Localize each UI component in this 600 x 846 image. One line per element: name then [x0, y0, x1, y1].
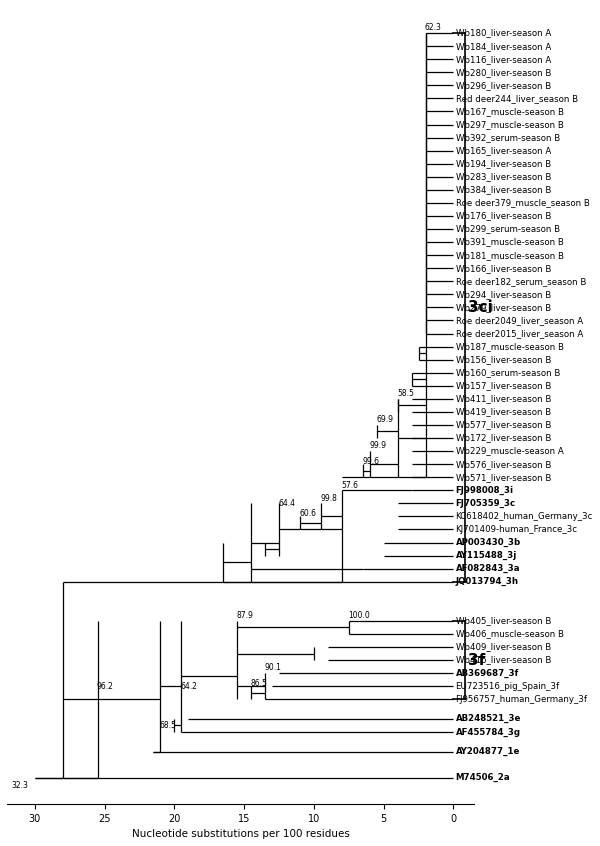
Text: Wb180_liver-season A: Wb180_liver-season A	[455, 29, 551, 37]
Text: Wb384_liver-season B: Wb384_liver-season B	[455, 185, 551, 195]
Text: Red deer244_liver_season B: Red deer244_liver_season B	[455, 94, 578, 103]
Text: Wb280_liver-season B: Wb280_liver-season B	[455, 68, 551, 77]
Text: AB369687_3f: AB369687_3f	[455, 668, 519, 678]
Text: AY204877_1e: AY204877_1e	[455, 747, 520, 756]
Text: Wb283_liver-season B: Wb283_liver-season B	[455, 173, 551, 181]
Text: 62.3: 62.3	[425, 24, 442, 32]
Text: AY115488_3j: AY115488_3j	[455, 551, 517, 560]
Text: Wb576_liver-season B: Wb576_liver-season B	[455, 459, 551, 469]
Text: Wb181_muscle-season B: Wb181_muscle-season B	[455, 250, 563, 260]
Text: AB248521_3e: AB248521_3e	[455, 714, 521, 723]
Text: 60.6: 60.6	[299, 509, 316, 519]
Text: KC618402_human_Germany_3c: KC618402_human_Germany_3c	[455, 512, 593, 521]
Text: 32.3: 32.3	[11, 781, 28, 790]
Text: Roe deer379_muscle_season B: Roe deer379_muscle_season B	[455, 199, 589, 207]
Text: Wb172_liver-season B: Wb172_liver-season B	[455, 433, 551, 442]
Text: FJ956757_human_Germany_3f: FJ956757_human_Germany_3f	[455, 695, 587, 704]
Text: Wb416_liver-season B: Wb416_liver-season B	[455, 656, 551, 665]
Text: 3f: 3f	[468, 652, 485, 667]
Text: Wb194_liver-season B: Wb194_liver-season B	[455, 159, 551, 168]
Text: AF082843_3a: AF082843_3a	[455, 564, 520, 574]
Text: 64.4: 64.4	[278, 499, 295, 508]
Text: Wb297_muscle-season B: Wb297_muscle-season B	[455, 120, 563, 129]
Text: Wb577_liver-season B: Wb577_liver-season B	[455, 420, 551, 430]
Text: 99.6: 99.6	[362, 457, 379, 466]
X-axis label: Nucleotide substitutions per 100 residues: Nucleotide substitutions per 100 residue…	[132, 829, 350, 839]
Text: Wb391_muscle-season B: Wb391_muscle-season B	[455, 238, 563, 246]
Text: Wb187_muscle-season B: Wb187_muscle-season B	[455, 342, 563, 351]
Text: Wb296_liver-season B: Wb296_liver-season B	[455, 81, 551, 90]
Text: M74506_2a: M74506_2a	[455, 773, 510, 783]
Text: Roe deer2015_liver_season A: Roe deer2015_liver_season A	[455, 329, 583, 338]
Text: Wb167_muscle-season B: Wb167_muscle-season B	[455, 107, 563, 116]
Text: EU723516_pig_Spain_3f: EU723516_pig_Spain_3f	[455, 682, 560, 690]
Text: Wb406_muscle-season B: Wb406_muscle-season B	[455, 629, 563, 639]
Text: 90.1: 90.1	[265, 663, 281, 673]
Text: JQ013794_3h: JQ013794_3h	[455, 577, 518, 586]
Text: Wb166_liver-season B: Wb166_liver-season B	[455, 264, 551, 272]
Text: Wb157_liver-season B: Wb157_liver-season B	[455, 382, 551, 390]
Text: Wb184_liver-season A: Wb184_liver-season A	[455, 41, 551, 51]
Text: 87.9: 87.9	[236, 611, 253, 620]
Text: FJ998008_3i: FJ998008_3i	[455, 486, 514, 495]
Text: FJ705359_3c: FJ705359_3c	[455, 499, 516, 508]
Text: 3ci: 3ci	[468, 299, 493, 315]
Text: AF455784_3g: AF455784_3g	[455, 728, 521, 737]
Text: 58.5: 58.5	[397, 389, 414, 398]
Text: Wb411_liver-season B: Wb411_liver-season B	[455, 394, 551, 404]
Text: 86.5: 86.5	[250, 679, 268, 688]
Text: 96.2: 96.2	[97, 682, 114, 690]
Text: 68.5: 68.5	[160, 721, 176, 730]
Text: Wb571_liver-season B: Wb571_liver-season B	[455, 473, 551, 481]
Text: Roe deer182_serum_season B: Roe deer182_serum_season B	[455, 277, 586, 286]
Text: 57.6: 57.6	[341, 481, 358, 490]
Text: Wb294_liver-season B: Wb294_liver-season B	[455, 290, 551, 299]
Text: Roe deer2049_liver_season A: Roe deer2049_liver_season A	[455, 316, 583, 325]
Text: 69.9: 69.9	[376, 415, 393, 424]
Text: KJ701409-human_France_3c: KJ701409-human_France_3c	[455, 525, 578, 534]
Text: Wb279_liver-season B: Wb279_liver-season B	[455, 303, 551, 312]
Text: Wb299_serum-season B: Wb299_serum-season B	[455, 224, 560, 233]
Text: AP003430_3b: AP003430_3b	[455, 538, 521, 547]
Text: Wb229_muscle-season A: Wb229_muscle-season A	[455, 447, 563, 456]
Text: 100.0: 100.0	[348, 611, 370, 620]
Text: Wb409_liver-season B: Wb409_liver-season B	[455, 642, 551, 651]
Text: 99.8: 99.8	[320, 493, 337, 503]
Text: Wb392_serum-season B: Wb392_serum-season B	[455, 133, 560, 142]
Text: Wb176_liver-season B: Wb176_liver-season B	[455, 212, 551, 221]
Text: Wb116_liver-season A: Wb116_liver-season A	[455, 55, 551, 63]
Text: 64.2: 64.2	[181, 682, 197, 690]
Text: Wb405_liver-season B: Wb405_liver-season B	[455, 617, 551, 625]
Text: 99.9: 99.9	[369, 442, 386, 450]
Text: Wb165_liver-season A: Wb165_liver-season A	[455, 146, 551, 155]
Text: Wb160_serum-season B: Wb160_serum-season B	[455, 368, 560, 377]
Text: Wb419_liver-season B: Wb419_liver-season B	[455, 408, 551, 416]
Text: Wb156_liver-season B: Wb156_liver-season B	[455, 355, 551, 364]
